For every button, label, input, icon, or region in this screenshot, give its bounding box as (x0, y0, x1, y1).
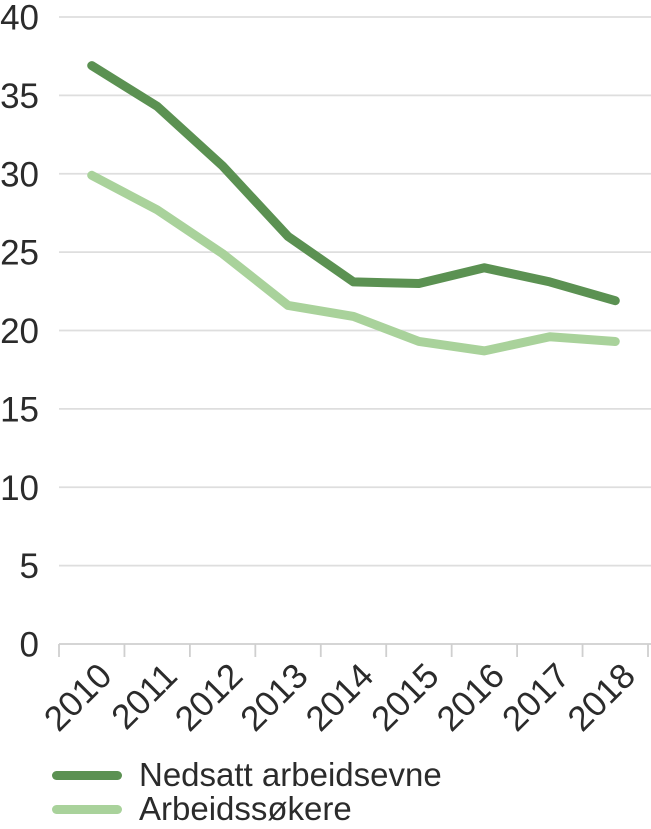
legend-line-swatch-light-green (52, 804, 122, 814)
svg-text:2015: 2015 (364, 656, 447, 739)
svg-text:40: 40 (0, 0, 39, 38)
svg-text:0: 0 (20, 626, 39, 665)
svg-text:5: 5 (20, 547, 39, 586)
svg-text:2011: 2011 (104, 656, 185, 737)
svg-text:2012: 2012 (168, 656, 251, 739)
chart-legend: Nedsatt arbeidsevne Arbeidssøkere (52, 758, 442, 826)
legend-label-nedsatt-arbeidsevne: Nedsatt arbeidsevne (139, 756, 442, 793)
svg-text:20: 20 (0, 312, 39, 351)
svg-text:2014: 2014 (299, 656, 382, 739)
svg-text:30: 30 (0, 155, 39, 194)
legend-label-arbeidssokere: Arbeidssøkere (139, 790, 352, 827)
legend-item-arbeidssokere: Arbeidssøkere (52, 792, 442, 826)
svg-text:15: 15 (0, 390, 39, 429)
svg-text:2010: 2010 (37, 656, 120, 739)
svg-text:2018: 2018 (560, 656, 643, 739)
svg-text:2017: 2017 (495, 656, 578, 739)
svg-text:2016: 2016 (429, 656, 512, 739)
svg-text:35: 35 (0, 77, 39, 116)
plot-area: 0 5 10 15 20 25 30 35 40 201020112012201320142015… (0, 0, 651, 739)
svg-text:10: 10 (0, 469, 39, 508)
legend-item-nedsatt-arbeidsevne: Nedsatt arbeidsevne (52, 758, 442, 792)
svg-text:25: 25 (0, 234, 39, 273)
legend-line-swatch-dark-green (52, 770, 122, 780)
svg-text:2013: 2013 (233, 656, 316, 739)
